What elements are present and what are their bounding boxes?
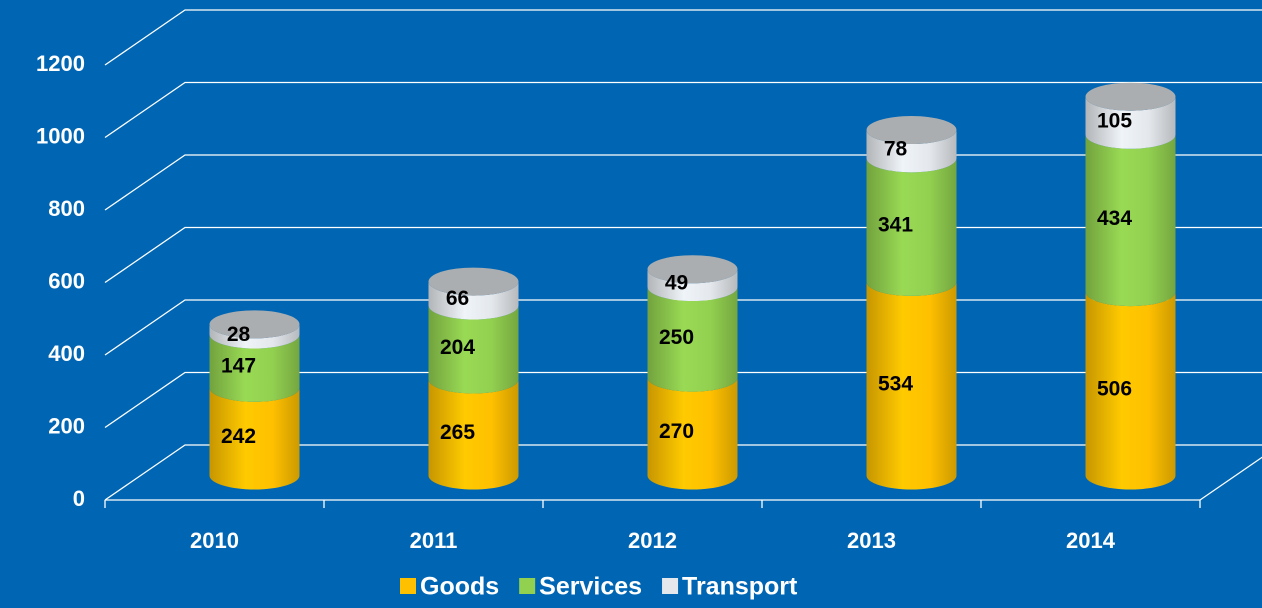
data-label: 341 xyxy=(878,214,913,237)
bar xyxy=(209,334,300,402)
bar xyxy=(866,158,957,296)
data-label: 28 xyxy=(227,323,251,346)
x-tick-label: 2012 xyxy=(628,528,677,553)
legend-label: Transport xyxy=(682,573,798,601)
bar xyxy=(647,377,738,490)
data-label: 66 xyxy=(446,287,469,310)
legend-label: Goods xyxy=(420,573,499,601)
bar xyxy=(428,281,519,320)
legend-label: Services xyxy=(539,573,642,601)
x-tick-label: 2010 xyxy=(190,528,239,553)
y-tick-label: 400 xyxy=(48,341,85,366)
legend-swatch xyxy=(519,578,536,594)
bar xyxy=(1085,292,1176,490)
legend-swatch xyxy=(662,578,679,594)
data-label: 265 xyxy=(440,421,475,444)
grid-line xyxy=(104,9,1262,66)
bar xyxy=(1085,134,1176,307)
data-label: 534 xyxy=(878,372,913,395)
data-label: 105 xyxy=(1097,109,1132,132)
y-tick-label: 1000 xyxy=(36,123,85,148)
y-tick-label: 0 xyxy=(73,486,85,511)
data-label: 49 xyxy=(665,272,688,295)
x-tick-label: 2011 xyxy=(410,528,458,553)
data-label: 204 xyxy=(440,336,475,359)
grid-line xyxy=(104,81,1262,139)
bar xyxy=(209,324,300,349)
data-label: 506 xyxy=(1097,377,1132,400)
data-label: 270 xyxy=(659,420,694,443)
y-tick-label: 200 xyxy=(48,413,85,438)
x-tick-label: 2013 xyxy=(847,528,896,553)
data-label: 242 xyxy=(221,425,256,448)
data-label: 147 xyxy=(221,355,256,378)
x-tick-label: 2014 xyxy=(1066,528,1116,553)
bar xyxy=(866,130,957,173)
data-label: 78 xyxy=(884,138,908,161)
bar-top xyxy=(647,255,738,284)
bar-top xyxy=(428,267,519,296)
bar xyxy=(428,305,519,394)
floor-edge xyxy=(1199,456,1262,501)
data-label: 250 xyxy=(659,326,694,349)
y-tick-label: 800 xyxy=(48,196,85,221)
bar-top xyxy=(866,116,957,145)
data-label: 434 xyxy=(1097,207,1132,230)
y-tick-label: 1200 xyxy=(36,51,85,76)
bar xyxy=(428,379,519,490)
bar xyxy=(647,269,738,301)
legend-swatch xyxy=(400,578,416,594)
bar-top xyxy=(209,310,300,339)
y-tick-label: 600 xyxy=(48,268,85,293)
bar xyxy=(866,281,957,490)
bar xyxy=(1085,96,1176,149)
bar-top xyxy=(1085,82,1176,111)
bar xyxy=(647,287,738,392)
bar xyxy=(209,387,300,490)
